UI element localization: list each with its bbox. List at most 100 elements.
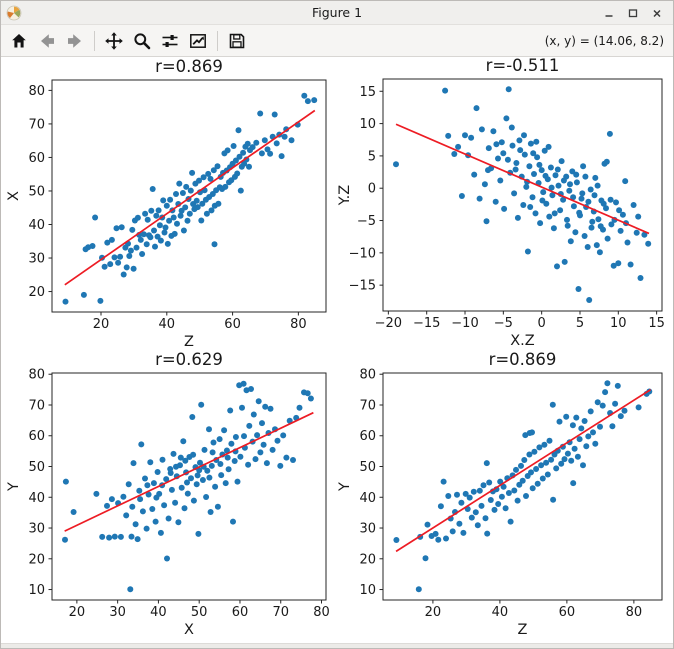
svg-text:70: 70 xyxy=(272,605,289,620)
svg-text:40: 40 xyxy=(159,317,176,332)
scatter-point xyxy=(588,224,595,231)
scatter-point xyxy=(529,485,536,492)
scatter-point xyxy=(142,475,148,482)
scatter-point xyxy=(194,204,201,211)
scatter-point xyxy=(584,244,591,250)
scatter-point xyxy=(624,239,631,246)
scatter-point xyxy=(456,520,463,527)
scatter-point xyxy=(541,147,548,154)
scatter-point xyxy=(62,298,69,305)
scatter-point xyxy=(80,291,87,298)
scatter-point xyxy=(597,423,603,430)
toolbar-edit-parameters-button[interactable] xyxy=(184,28,212,54)
scatter-point xyxy=(595,216,602,223)
scatter-point xyxy=(267,405,274,412)
svg-text:60: 60 xyxy=(232,605,249,620)
scatter-point xyxy=(222,480,229,487)
scatter-point xyxy=(143,241,150,248)
scatter-point xyxy=(184,479,190,486)
x-axis-ticks: 20 30 40 50 60 70 80 xyxy=(69,600,330,620)
scatter-point xyxy=(500,483,507,490)
scatter-point xyxy=(245,461,252,468)
scatter-point xyxy=(304,390,311,397)
scatter-point xyxy=(432,530,439,537)
scatter-point xyxy=(170,214,177,221)
subplot-2[interactable]: −20 −15 −10 −5 0 5 10 15 −15 −10 −5 0 5 10 15 r=-0.511 X… xyxy=(337,56,665,349)
scatter-point xyxy=(188,475,194,482)
subplot-3[interactable]: 20 30 40 50 60 70 80 10 20 30 40 50 60 70 80 r=0.629 X Y xyxy=(6,350,330,638)
toolbar-pan-button[interactable] xyxy=(100,28,128,54)
regression-line xyxy=(395,388,652,553)
scatter-point xyxy=(173,191,179,197)
scatter-point xyxy=(243,387,250,394)
scatter-point xyxy=(147,234,154,241)
scatter-point xyxy=(610,262,617,269)
scatter-point xyxy=(553,465,560,472)
scatter-point xyxy=(189,169,196,176)
scatter-point xyxy=(393,161,399,168)
maximize-button[interactable] xyxy=(626,6,640,20)
scatter-point xyxy=(521,151,528,158)
scatter-point xyxy=(455,143,462,150)
scatter-point xyxy=(480,482,487,489)
forward-arrow-icon xyxy=(68,33,81,48)
scatter-point xyxy=(531,171,537,177)
minimize-button[interactable] xyxy=(602,6,616,20)
scatter-point xyxy=(539,197,546,204)
scatter-point xyxy=(449,528,456,535)
y-axis-ticks: 20 30 40 50 60 70 80 xyxy=(28,84,52,300)
toolbar-forward-button[interactable] xyxy=(61,28,89,54)
scatter-point xyxy=(111,533,118,540)
toolbar-home-button[interactable] xyxy=(5,28,33,54)
toolbar-back-button[interactable] xyxy=(33,28,61,54)
zoom-icon xyxy=(134,32,151,49)
scatter-point xyxy=(133,244,140,251)
cursor-coordinates: (x, y) = (14.06, 8.2) xyxy=(544,33,664,48)
scatter-point xyxy=(511,487,518,494)
maximize-icon xyxy=(628,8,638,17)
close-button[interactable] xyxy=(650,6,664,20)
scatter-point xyxy=(152,243,158,250)
scatter-point xyxy=(239,404,245,411)
scatter-point xyxy=(546,437,553,444)
scatter-point xyxy=(534,480,541,487)
subplot-1[interactable]: 20 40 60 80 20 30 40 50 60 70 80 r=0.869 Z X xyxy=(6,57,327,350)
toolbar-zoom-button[interactable] xyxy=(128,28,156,54)
titlebar[interactable]: Figure 1 xyxy=(1,1,673,25)
svg-text:10: 10 xyxy=(28,583,45,598)
scatter-point xyxy=(139,508,146,515)
scatter-points xyxy=(393,86,652,303)
scatter-point xyxy=(145,491,152,498)
scatter-point xyxy=(257,110,264,117)
svg-text:70: 70 xyxy=(28,398,45,413)
scatter-point xyxy=(501,205,508,212)
pan-icon xyxy=(105,31,123,50)
scatter-point xyxy=(260,441,267,448)
scatter-point xyxy=(615,260,622,267)
scatter-point xyxy=(130,460,137,467)
scatter-point xyxy=(153,494,160,501)
scatter-point xyxy=(468,514,475,521)
scatter-point xyxy=(175,519,182,526)
scatter-point xyxy=(590,429,596,436)
figure-canvas[interactable]: 20 40 60 80 20 30 40 50 60 70 80 r=0.869 Z X −20 −15 −10… xyxy=(1,56,674,643)
x-axis-label: Z xyxy=(184,334,194,350)
scatter-point xyxy=(139,251,146,257)
scatter-point xyxy=(215,200,222,207)
scatter-point xyxy=(511,190,518,197)
scatter-point xyxy=(155,207,162,214)
scatter-point xyxy=(277,462,284,469)
subplot-4[interactable]: 20 40 60 80 10 20 30 40 50 60 70 80 r=0.869 Z Y xyxy=(337,350,663,638)
scatter-point xyxy=(149,506,156,512)
scatter-point xyxy=(228,440,235,447)
toolbar-configure-subplots-button[interactable] xyxy=(156,28,184,54)
scatter-point xyxy=(130,265,137,272)
scatter-point xyxy=(616,207,623,214)
scatter-point xyxy=(604,380,611,387)
scatter-point xyxy=(257,449,264,456)
scatter-point xyxy=(633,229,640,236)
scatter-points xyxy=(62,380,314,593)
toolbar-save-button[interactable] xyxy=(223,28,251,54)
scatter-point xyxy=(538,167,545,174)
